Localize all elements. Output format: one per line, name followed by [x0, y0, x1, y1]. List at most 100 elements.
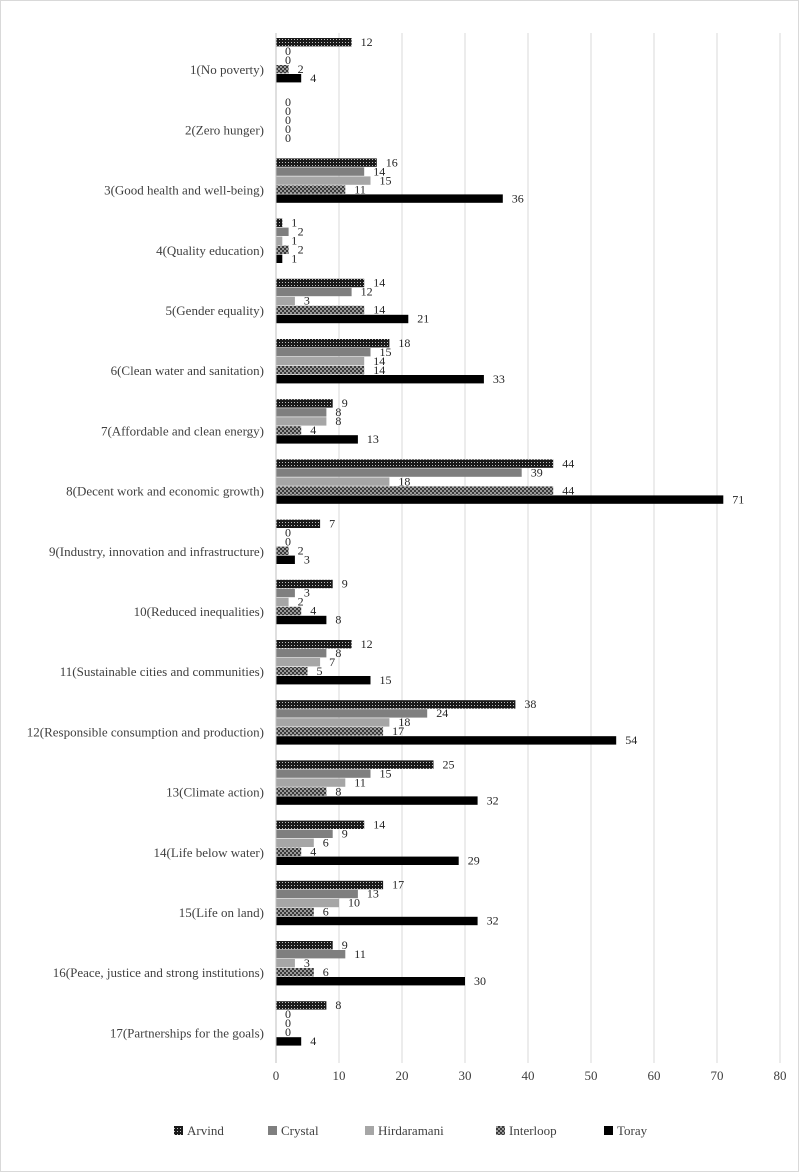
bar-interloop-11	[276, 667, 308, 676]
bar-interloop-12	[276, 727, 384, 736]
bar-interloop-6	[276, 366, 365, 375]
bar-hirdaramani-15	[276, 898, 339, 908]
value-label-arvind-14: 14	[373, 818, 385, 832]
value-label-crystal-5: 12	[361, 285, 373, 299]
bar-interloop-4	[276, 245, 289, 254]
value-label-hirdaramani-9: 0	[285, 535, 291, 549]
value-label-interloop-9: 2	[298, 544, 304, 558]
value-label-toray-4: 1	[291, 252, 297, 266]
bar-arvind-4	[276, 218, 283, 227]
bar-hirdaramani-10	[276, 597, 289, 607]
x-tick-label-50: 50	[585, 1068, 598, 1083]
value-label-interloop-4: 2	[298, 243, 304, 257]
value-label-arvind-3: 16	[386, 155, 398, 169]
value-label-hirdaramani-4: 1	[291, 234, 297, 248]
bar-hirdaramani-7	[276, 417, 327, 426]
legend-swatch-crystal	[268, 1126, 277, 1135]
category-label-15: 15(Life on land)	[179, 905, 264, 920]
bar-crystal-8	[276, 468, 522, 477]
category-label-9: 9(Industry, innovation and infrastructur…	[49, 544, 264, 559]
value-label-interloop-15: 6	[323, 905, 329, 919]
bar-crystal-16	[276, 950, 346, 959]
value-label-interloop-2: 0	[285, 122, 291, 136]
value-label-toray-15: 32	[487, 914, 499, 928]
legend-label-hirdaramani: Hirdaramani	[378, 1123, 444, 1138]
value-label-crystal-3: 14	[373, 164, 385, 178]
value-label-hirdaramani-5: 3	[304, 294, 310, 308]
value-label-crystal-10: 3	[304, 586, 310, 600]
value-label-arvind-16: 9	[342, 938, 348, 952]
value-label-interloop-14: 4	[310, 845, 316, 859]
legend-swatch-hirdaramani	[365, 1126, 374, 1135]
bar-interloop-7	[276, 426, 302, 435]
bar-interloop-15	[276, 907, 314, 917]
value-label-hirdaramani-7: 8	[335, 414, 341, 428]
category-label-3: 3(Good health and well-being)	[104, 183, 264, 198]
bar-hirdaramani-14	[276, 838, 314, 847]
x-tick-label-70: 70	[711, 1068, 724, 1083]
bar-interloop-16	[276, 968, 314, 977]
bar-toray-3	[276, 194, 503, 203]
category-label-17: 17(Partnerships for the goals)	[110, 1025, 264, 1040]
value-label-interloop-6: 14	[373, 363, 385, 377]
category-label-10: 10(Reduced inequalities)	[134, 604, 264, 619]
bar-interloop-9	[276, 546, 289, 555]
category-label-4: 4(Quality education)	[156, 243, 264, 258]
value-label-hirdaramani-2: 0	[285, 113, 291, 127]
value-label-interloop-3: 11	[354, 182, 366, 196]
bar-crystal-15	[276, 889, 358, 899]
bar-toray-10	[276, 615, 327, 625]
value-label-hirdaramani-10: 2	[298, 595, 304, 609]
bar-crystal-12	[276, 709, 428, 718]
value-label-crystal-17: 0	[285, 1007, 291, 1021]
value-label-crystal-8: 39	[531, 465, 543, 479]
bar-interloop-14	[276, 847, 302, 856]
value-label-interloop-16: 6	[323, 965, 329, 979]
x-tick-label-10: 10	[333, 1068, 346, 1083]
value-label-crystal-13: 15	[380, 766, 392, 780]
value-label-arvind-1: 12	[361, 35, 373, 49]
value-label-hirdaramani-15: 10	[348, 896, 360, 910]
legend-swatch-interloop	[496, 1126, 505, 1135]
bar-hirdaramani-6	[276, 357, 365, 366]
x-tick-label-60: 60	[648, 1068, 661, 1083]
value-label-arvind-12: 38	[524, 697, 536, 711]
bar-crystal-5	[276, 287, 352, 297]
bar-interloop-8	[276, 486, 554, 495]
value-label-toray-9: 3	[304, 553, 310, 567]
bar-arvind-5	[276, 278, 365, 288]
bar-crystal-13	[276, 769, 371, 778]
value-label-toray-13: 32	[487, 793, 499, 807]
bar-toray-12	[276, 736, 617, 745]
value-label-interloop-11: 5	[317, 664, 323, 678]
value-label-crystal-15: 13	[367, 887, 379, 901]
category-label-1: 1(No poverty)	[190, 62, 264, 77]
value-label-toray-3: 36	[512, 191, 524, 205]
value-label-arvind-8: 44	[562, 456, 574, 470]
category-label-13: 13(Climate action)	[166, 785, 264, 800]
bar-hirdaramani-12	[276, 718, 390, 727]
value-label-hirdaramani-17: 0	[285, 1016, 291, 1030]
value-label-crystal-14: 9	[342, 827, 348, 841]
category-label-2: 2(Zero hunger)	[185, 122, 264, 137]
value-label-toray-8: 71	[732, 492, 744, 506]
legend-swatch-toray	[604, 1126, 613, 1135]
x-tick-label-30: 30	[459, 1068, 472, 1083]
value-label-hirdaramani-11: 7	[329, 655, 335, 669]
bar-interloop-10	[276, 606, 302, 616]
value-label-interloop-1: 2	[298, 62, 304, 76]
bar-hirdaramani-13	[276, 778, 346, 787]
value-label-hirdaramani-1: 0	[285, 53, 291, 67]
bar-hirdaramani-3	[276, 176, 371, 185]
value-label-arvind-4: 1	[291, 216, 297, 230]
category-label-12: 12(Responsible consumption and productio…	[27, 724, 264, 739]
bar-arvind-14	[276, 820, 365, 829]
bar-hirdaramani-8	[276, 477, 390, 486]
bar-arvind-15	[276, 880, 384, 890]
value-label-crystal-6: 15	[380, 345, 392, 359]
bar-arvind-3	[276, 158, 377, 167]
value-label-toray-17: 4	[310, 1034, 316, 1048]
bar-toray-4	[276, 254, 283, 263]
value-label-toray-14: 29	[468, 854, 480, 868]
